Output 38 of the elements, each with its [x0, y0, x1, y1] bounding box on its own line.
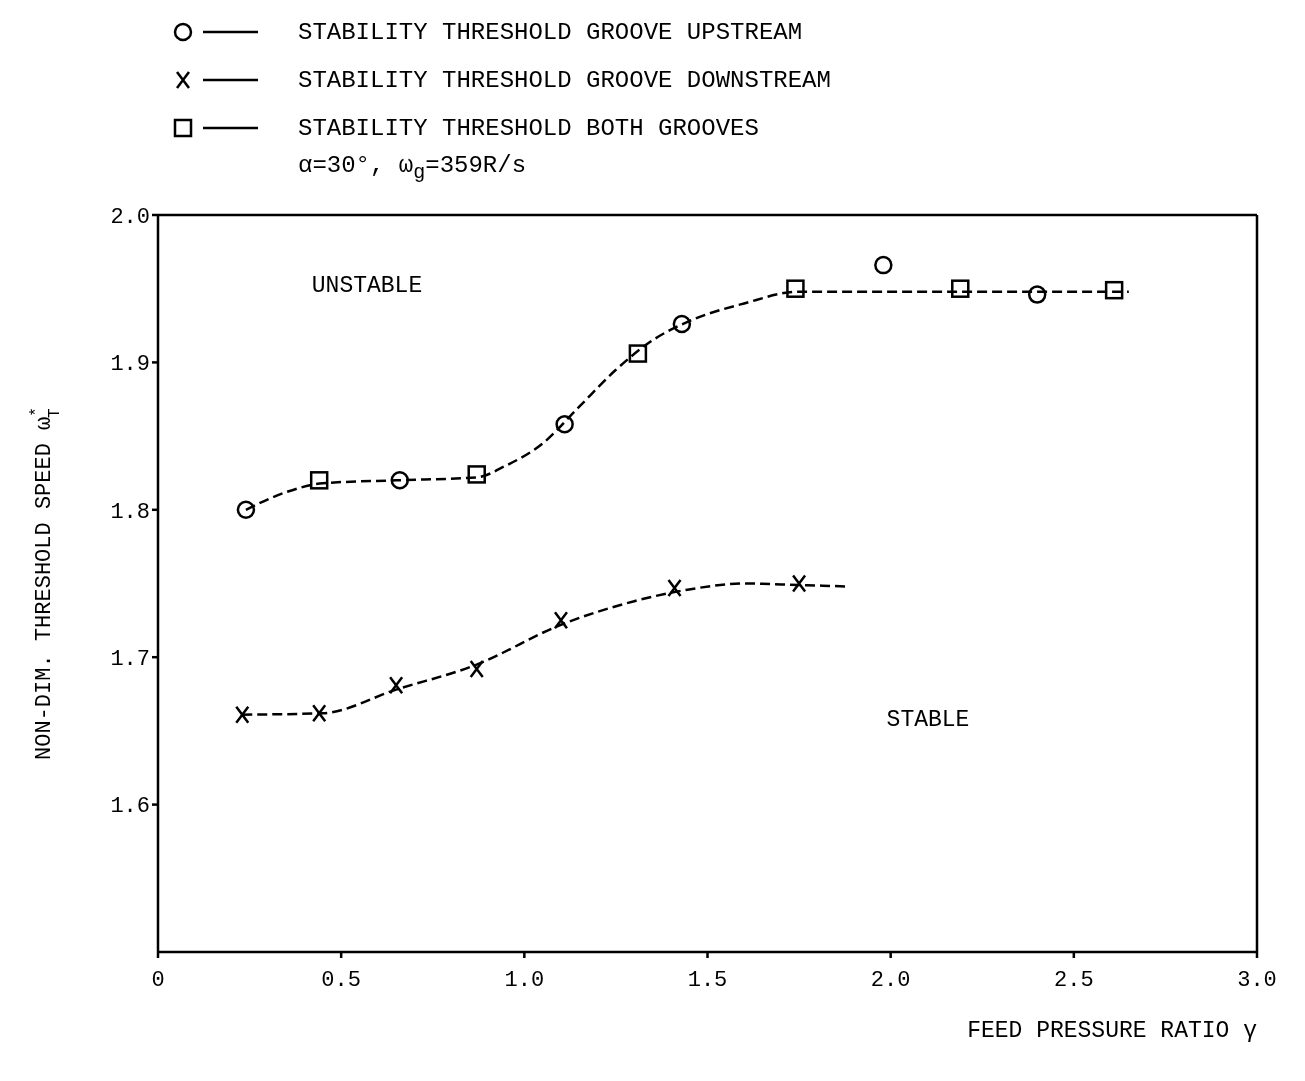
x-axis-title: FEED PRESSURE RATIO γ — [967, 1018, 1258, 1044]
y-tick-label: 1.9 — [110, 352, 150, 378]
annotation: STABLE — [886, 707, 970, 733]
legend-label: STABILITY THRESHOLD GROOVE DOWNSTREAM — [298, 66, 831, 94]
point — [236, 500, 256, 520]
point — [469, 659, 484, 679]
point — [309, 471, 329, 490]
point — [235, 705, 250, 724]
point — [786, 279, 805, 298]
x-tick-label: 3.0 — [1237, 967, 1277, 993]
x-tick-label: 1.0 — [504, 967, 545, 993]
y-tick-label: 1.6 — [110, 794, 150, 820]
point — [390, 471, 410, 490]
point — [467, 465, 486, 484]
x-tick-label: 2.5 — [1054, 967, 1094, 993]
x-tick-label: 0.5 — [321, 967, 361, 993]
y-tick-label: 1.7 — [110, 647, 150, 673]
y-tick-label: 2.0 — [110, 204, 150, 230]
x-tick-label: 0 — [151, 967, 165, 993]
x-tick-label: 2.0 — [870, 967, 911, 993]
x-tick-label: 1.5 — [687, 967, 728, 993]
point — [791, 574, 807, 593]
legend-label: STABILITY THRESHOLD BOTH GROOVES — [298, 114, 759, 142]
point — [1027, 285, 1047, 304]
point — [672, 314, 692, 334]
point — [874, 255, 893, 275]
point — [311, 703, 327, 723]
point — [667, 578, 682, 598]
point — [628, 344, 648, 363]
point — [553, 611, 569, 630]
point — [555, 415, 574, 434]
point — [388, 675, 404, 695]
y-tick-label: 1.8 — [110, 499, 150, 525]
annotation: UNSTABLE — [311, 273, 423, 299]
point — [951, 279, 970, 298]
point — [1104, 280, 1124, 300]
legend-label: STABILITY THRESHOLD GROOVE UPSTREAM — [298, 18, 803, 46]
chart-subtitle: α=30°, ω$_{g}$=359R/s — [298, 152, 527, 184]
